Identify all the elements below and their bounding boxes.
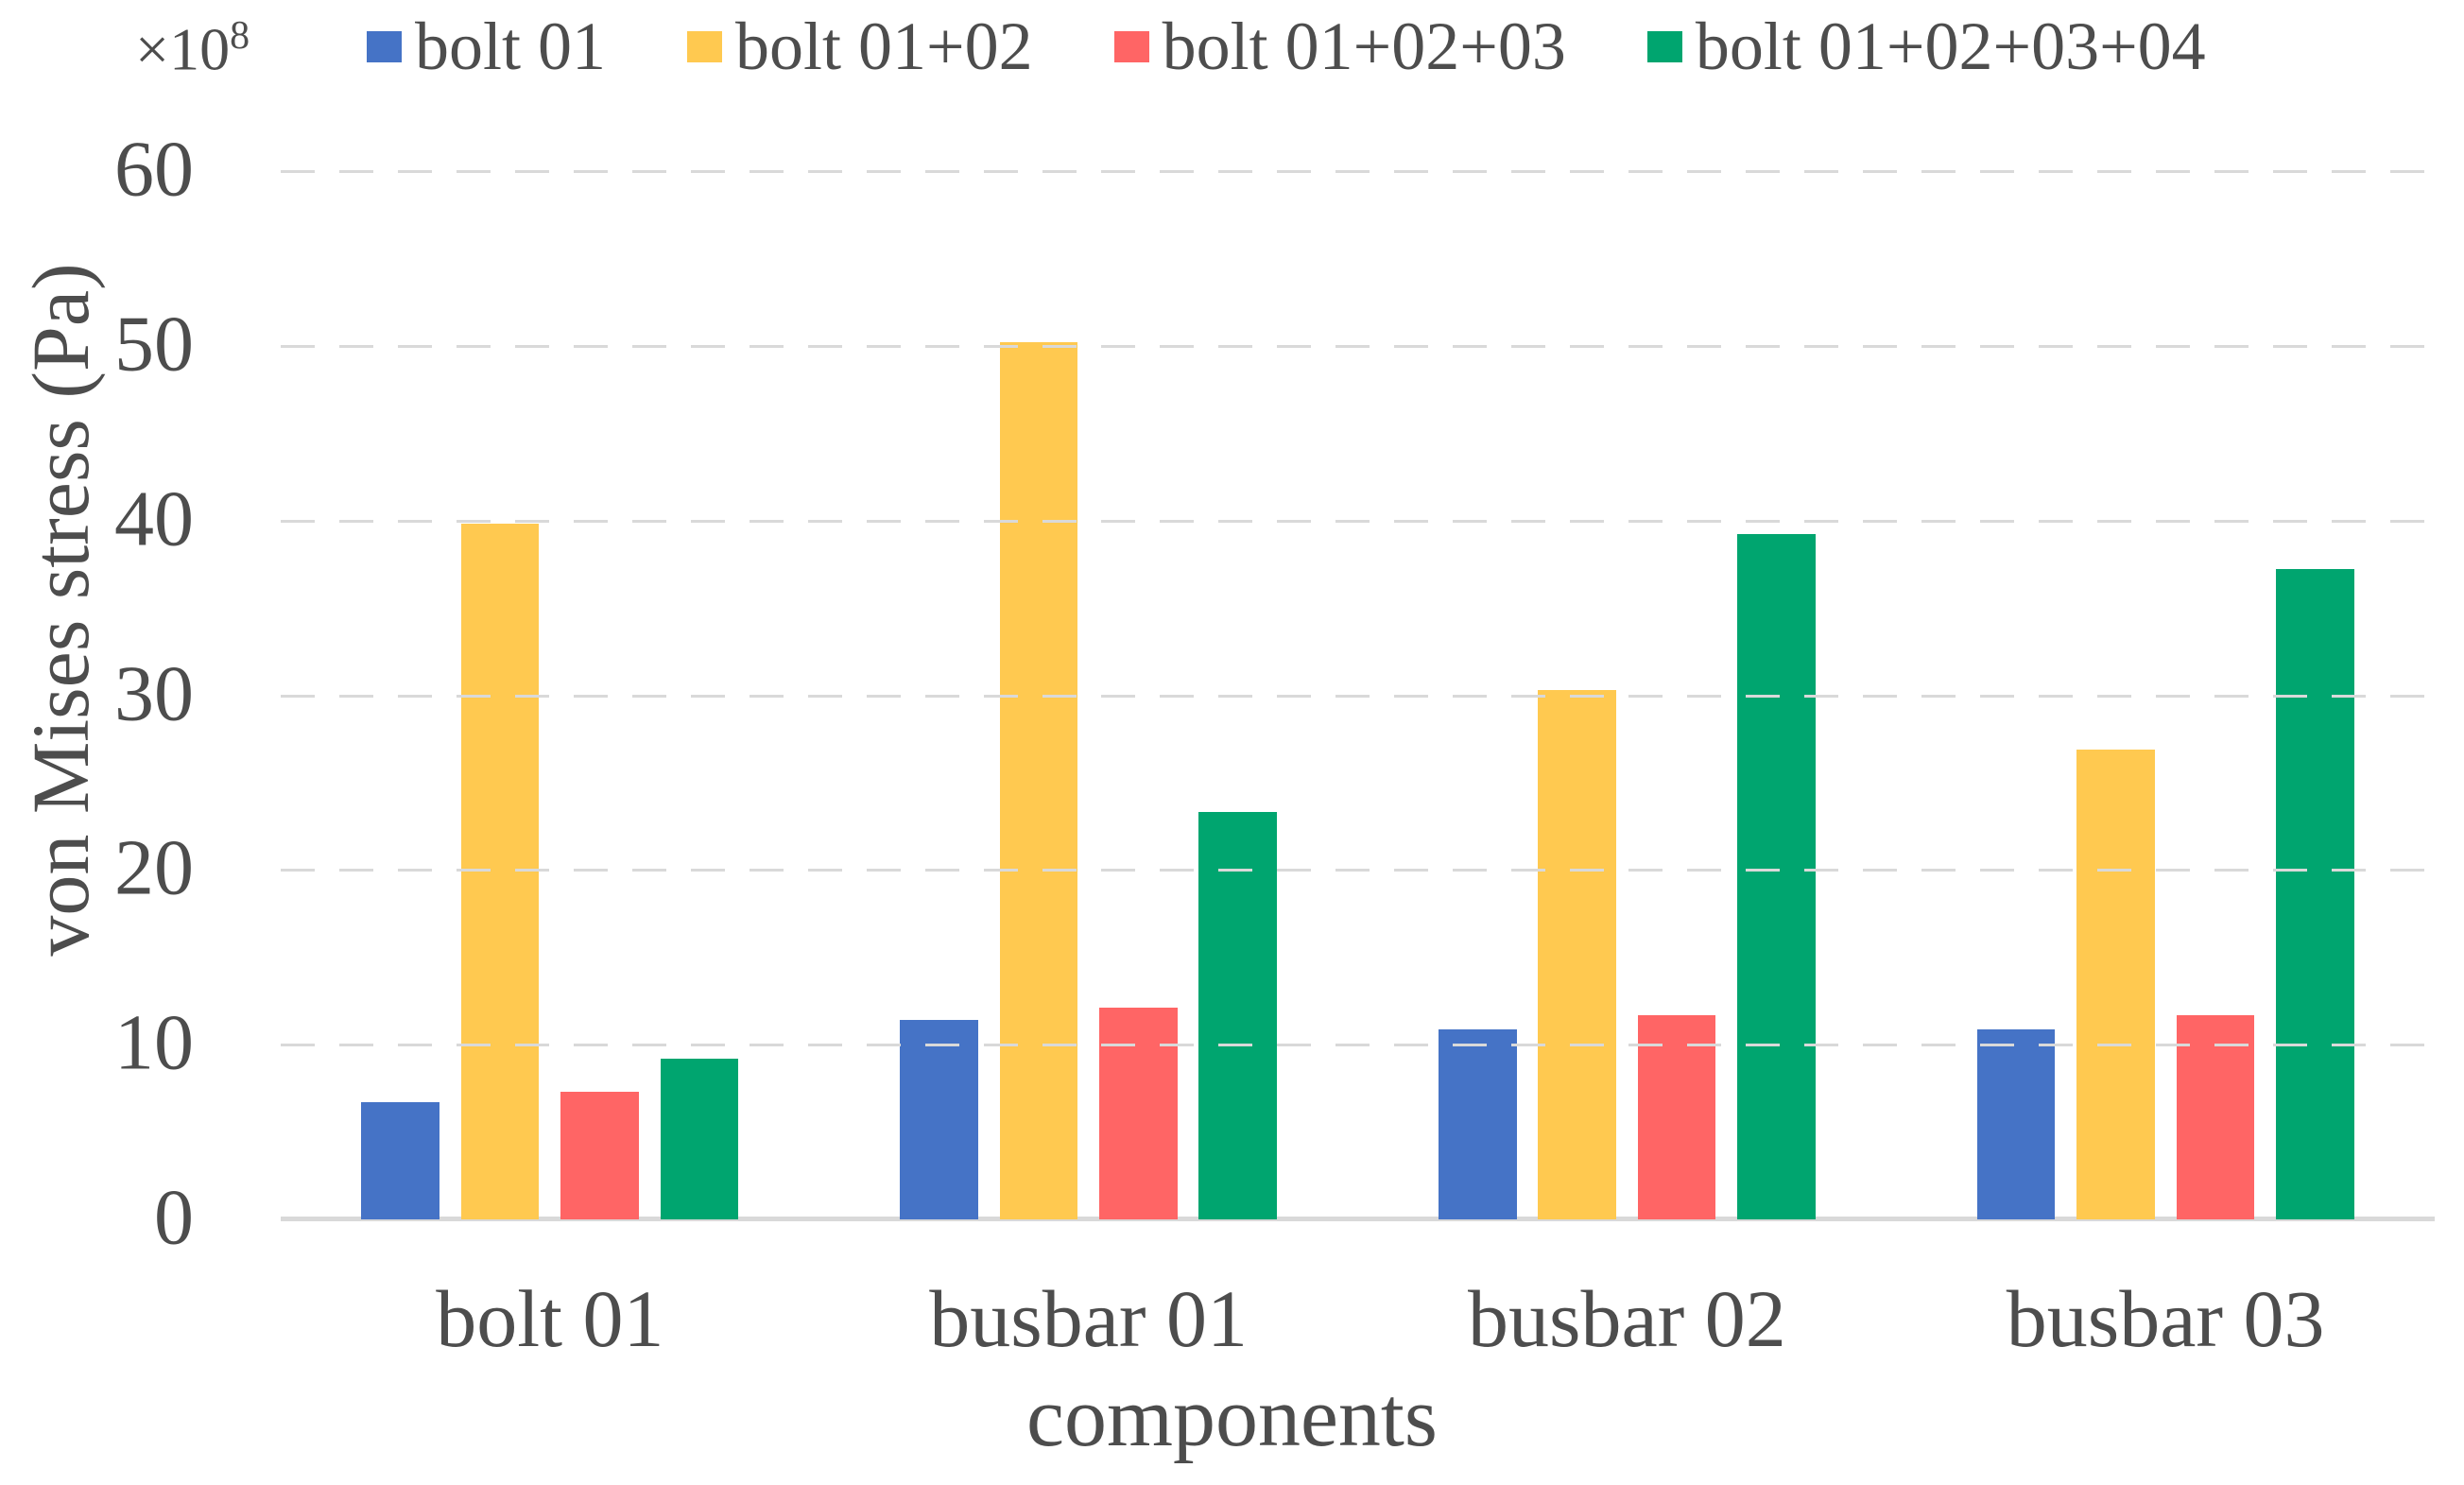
legend-label-bolt-01: bolt 01 <box>415 9 607 84</box>
bar-bolt-01-02-03-busbar-02 <box>1637 1014 1716 1219</box>
x-tick-label-busbar-03: busbar 03 <box>2006 1273 2325 1364</box>
bar-bolt-01-busbar-03 <box>1976 1028 2056 1219</box>
y-tick-label-0: 0 <box>154 1173 194 1262</box>
legend-label-bolt-01-02-03: bolt 01+02+03 <box>1162 9 1566 84</box>
gridline-10 <box>281 1044 2435 1047</box>
bar-bolt-01-02-busbar-03 <box>2076 749 2155 1219</box>
bar-bolt-01-02-busbar-02 <box>1538 689 1616 1219</box>
y-tick-label-10: 10 <box>114 998 194 1087</box>
multiplier-base: ×10 <box>135 15 231 83</box>
legend-label-bolt-01-02-03-04: bolt 01+02+03+04 <box>1695 9 2206 84</box>
bar-bolt-01-02-03-busbar-01 <box>1099 1008 1178 1219</box>
bar-bolt-01-bolt-01 <box>361 1102 440 1219</box>
legend-item-bolt-01: bolt 01 <box>367 9 606 84</box>
bar-groups <box>281 171 2435 1219</box>
bar-bolt-01-02-03-busbar-03 <box>2176 1014 2255 1219</box>
y-tick-label-20: 20 <box>114 823 194 912</box>
bar-bolt-01-02-03-04-bolt-01 <box>660 1058 739 1219</box>
x-axis-line <box>281 1217 2435 1221</box>
bar-bolt-01-busbar-02 <box>1438 1028 1517 1219</box>
plot-area: 0 10 20 30 40 50 60 bolt 01 busbar 01 busbar 02 bu… <box>114 130 2435 1359</box>
category-group-busbar-03 <box>1896 171 2435 1219</box>
bar-bolt-01-02-03-04-busbar-02 <box>1737 534 1816 1219</box>
legend-marker-bolt-01-02-03 <box>1113 31 1149 63</box>
y-tick-label-60: 60 <box>114 125 194 214</box>
legend-item-bolt-01-02: bolt 01+02 <box>687 9 1033 84</box>
x-tick-label-bolt-01: bolt 01 <box>436 1273 664 1364</box>
y-tick-label-50: 50 <box>114 300 194 389</box>
multiplier-exponent: 8 <box>230 14 250 58</box>
y-tick-label-30: 30 <box>114 648 194 737</box>
legend-item-bolt-01-02-03: bolt 01+02+03 <box>1113 9 1566 84</box>
legend-label-bolt-01-02: bolt 01+02 <box>735 9 1033 84</box>
category-group-busbar-02 <box>1358 171 1897 1219</box>
y-tick-label-40: 40 <box>114 474 194 562</box>
legend-marker-bolt-01-02-03-04 <box>1646 31 1682 63</box>
bar-bolt-01-busbar-01 <box>900 1020 978 1219</box>
bar-bolt-01-02-busbar-01 <box>999 342 1078 1219</box>
gridline-40 <box>281 519 2435 523</box>
legend: bolt 01 bolt 01+02 bolt 01+02+03 bolt 01+02… <box>367 9 2206 84</box>
y-axis-multiplier: ×108 <box>135 13 250 84</box>
bar-bolt-01-02-03-04-busbar-01 <box>1198 812 1278 1219</box>
legend-item-bolt-01-02-03-04: bolt 01+02+03+04 <box>1646 9 2206 84</box>
gridline-60 <box>281 170 2435 173</box>
legend-marker-bolt-01-02 <box>687 31 723 63</box>
legend-marker-bolt-01 <box>367 31 402 63</box>
gridline-30 <box>281 694 2435 698</box>
category-group-busbar-01 <box>819 171 1358 1219</box>
x-tick-label-busbar-02: busbar 02 <box>1467 1273 1786 1364</box>
gridline-20 <box>281 869 2435 872</box>
x-axis-title: components <box>1026 1371 1438 1464</box>
bar-bolt-01-02-03-04-busbar-03 <box>2275 569 2354 1219</box>
gridline-50 <box>281 344 2435 348</box>
bar-bolt-01-02-03-bolt-01 <box>560 1092 639 1219</box>
y-axis-title: von Mises stress (Pa) <box>15 263 106 957</box>
x-tick-label-busbar-01: busbar 01 <box>929 1273 1249 1364</box>
